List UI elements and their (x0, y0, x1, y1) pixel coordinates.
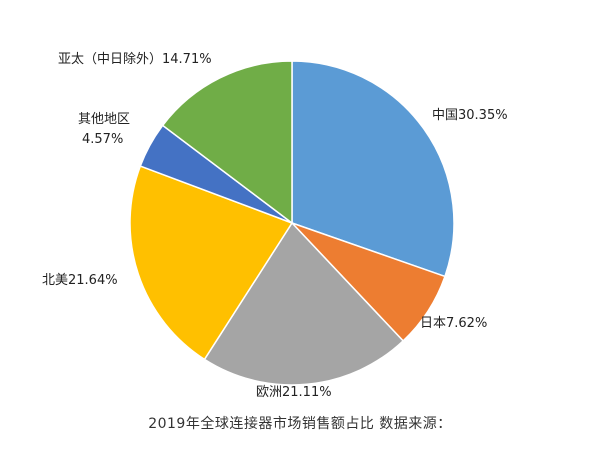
chart-caption: 2019年全球连接器市场销售额占比 数据来源： (148, 416, 452, 432)
label-other-regions: 其他地区 (78, 112, 131, 127)
pie-slice-3 (129, 165, 294, 361)
label-north-america: 北美21.64% (42, 273, 118, 288)
label-other-regions-pct: 4.57% (82, 132, 124, 147)
pie-slice-2 (203, 221, 405, 386)
pie-slice-5 (161, 60, 293, 225)
label-japan: 日本7.62% (420, 316, 488, 331)
label-asia-pacific: 亚太（中日除外）14.71% (58, 52, 212, 67)
label-europe: 欧洲21.11% (256, 385, 332, 400)
pie-slice-0 (291, 60, 455, 278)
label-china: 中国30.35% (432, 108, 508, 123)
